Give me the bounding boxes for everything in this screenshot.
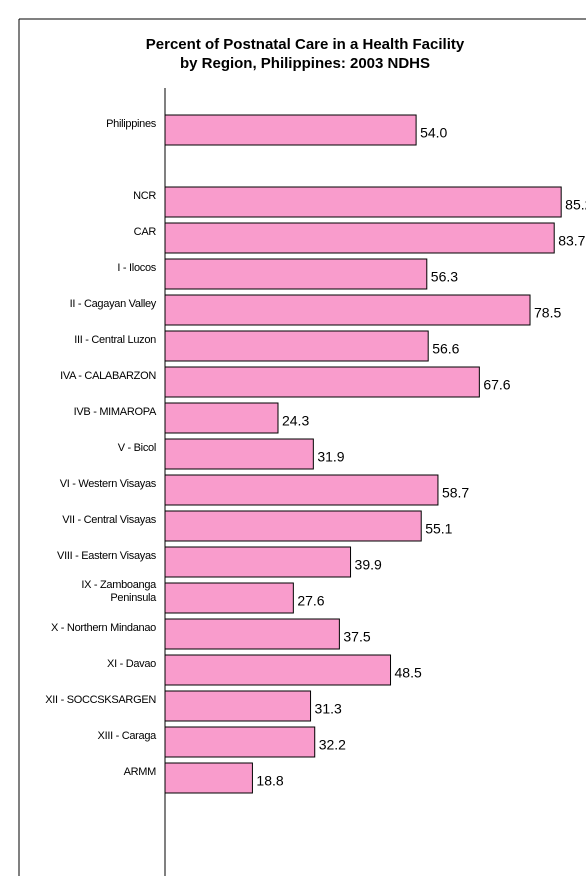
value-label: 78.5 — [534, 305, 561, 321]
category-label: V - Bicol — [117, 441, 157, 454]
bar — [164, 690, 312, 722]
value-label: 39.9 — [355, 557, 382, 573]
value-label: 67.6 — [483, 377, 510, 393]
category-label: ARMM — [123, 765, 157, 778]
value-label: 56.6 — [432, 341, 459, 357]
value-label: 18.8 — [256, 773, 283, 789]
category-label: II - Cagayan Valley — [69, 297, 157, 310]
category-label: III - Central Luzon — [74, 333, 156, 346]
category-label: XII - SOCCSKSARGEN — [45, 693, 156, 706]
bar — [164, 330, 429, 362]
bar — [164, 258, 428, 290]
bar — [164, 546, 352, 578]
value-label: 58.7 — [442, 485, 469, 501]
value-label: 37.5 — [343, 629, 370, 645]
category-label: IVB - MIMAROPA — [73, 405, 157, 418]
value-label: 83.7 — [558, 233, 585, 249]
bar — [164, 474, 439, 506]
value-label: 32.2 — [319, 737, 346, 753]
bar — [164, 186, 562, 218]
bar — [164, 222, 555, 254]
bar — [164, 762, 253, 794]
category-label: Philippines — [106, 117, 156, 130]
value-label: 55.1 — [425, 521, 452, 537]
category-label: VIII - Eastern Visayas — [57, 549, 156, 562]
category-label: XI - Davao — [107, 657, 156, 670]
bar — [164, 654, 392, 686]
chart-title: Percent of Postnatal Care in a Health Fa… — [145, 36, 465, 72]
category-label: VII - Central Visayas — [62, 513, 156, 526]
bar — [164, 582, 294, 614]
value-label: 27.6 — [297, 593, 324, 609]
bar — [164, 114, 417, 146]
value-label: 24.3 — [282, 413, 309, 429]
category-label: IVA - CALABARZON — [60, 369, 156, 382]
bar — [164, 438, 314, 470]
value-label: 31.9 — [317, 449, 344, 465]
category-label: X - Northern Mindanao — [51, 621, 156, 634]
bar — [164, 294, 531, 326]
bar — [164, 366, 480, 398]
bar — [164, 726, 316, 758]
category-label: VI - Western Visayas — [59, 477, 157, 490]
value-label: 54.0 — [420, 125, 447, 141]
category-label: IX - Zamboanga Peninsula — [81, 579, 156, 604]
value-label: 48.5 — [395, 665, 422, 681]
bar — [164, 618, 340, 650]
category-label: I - Ilocos — [117, 261, 156, 274]
bar — [164, 402, 279, 434]
value-label: 56.3 — [431, 269, 458, 285]
bar — [164, 510, 422, 542]
category-label: CAR — [133, 225, 157, 238]
category-label: NCR — [133, 189, 156, 202]
category-label: XIII - Caraga — [97, 729, 157, 742]
value-label: 85.2 — [565, 197, 586, 213]
value-label: 31.3 — [315, 701, 342, 717]
